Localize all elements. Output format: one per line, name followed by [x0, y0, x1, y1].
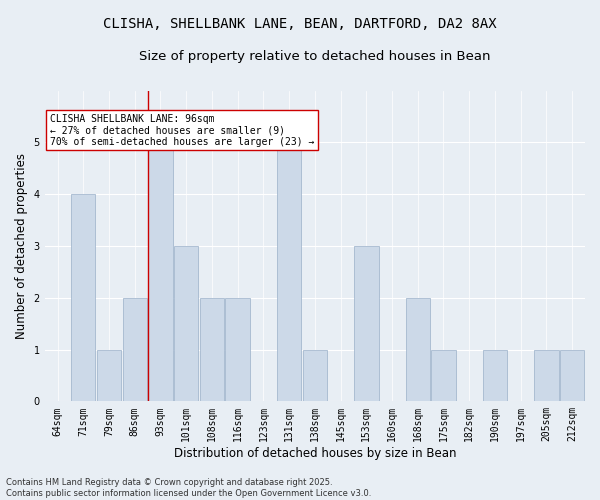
Title: Size of property relative to detached houses in Bean: Size of property relative to detached ho…	[139, 50, 491, 63]
Y-axis label: Number of detached properties: Number of detached properties	[15, 153, 28, 339]
Text: Contains HM Land Registry data © Crown copyright and database right 2025.
Contai: Contains HM Land Registry data © Crown c…	[6, 478, 371, 498]
Bar	[560, 350, 584, 402]
Bar	[174, 246, 199, 402]
Bar	[483, 350, 507, 402]
Bar	[431, 350, 456, 402]
Bar	[302, 350, 327, 402]
Bar	[406, 298, 430, 402]
Bar	[277, 142, 301, 402]
Bar	[97, 350, 121, 402]
Bar	[354, 246, 379, 402]
X-axis label: Distribution of detached houses by size in Bean: Distribution of detached houses by size …	[173, 447, 456, 460]
Text: CLISHA SHELLBANK LANE: 96sqm
← 27% of detached houses are smaller (9)
70% of sem: CLISHA SHELLBANK LANE: 96sqm ← 27% of de…	[50, 114, 314, 147]
Text: CLISHA, SHELLBANK LANE, BEAN, DARTFORD, DA2 8AX: CLISHA, SHELLBANK LANE, BEAN, DARTFORD, …	[103, 18, 497, 32]
Bar	[226, 298, 250, 402]
Bar	[122, 298, 147, 402]
Bar	[200, 298, 224, 402]
Bar	[534, 350, 559, 402]
Bar	[71, 194, 95, 402]
Bar	[148, 142, 173, 402]
